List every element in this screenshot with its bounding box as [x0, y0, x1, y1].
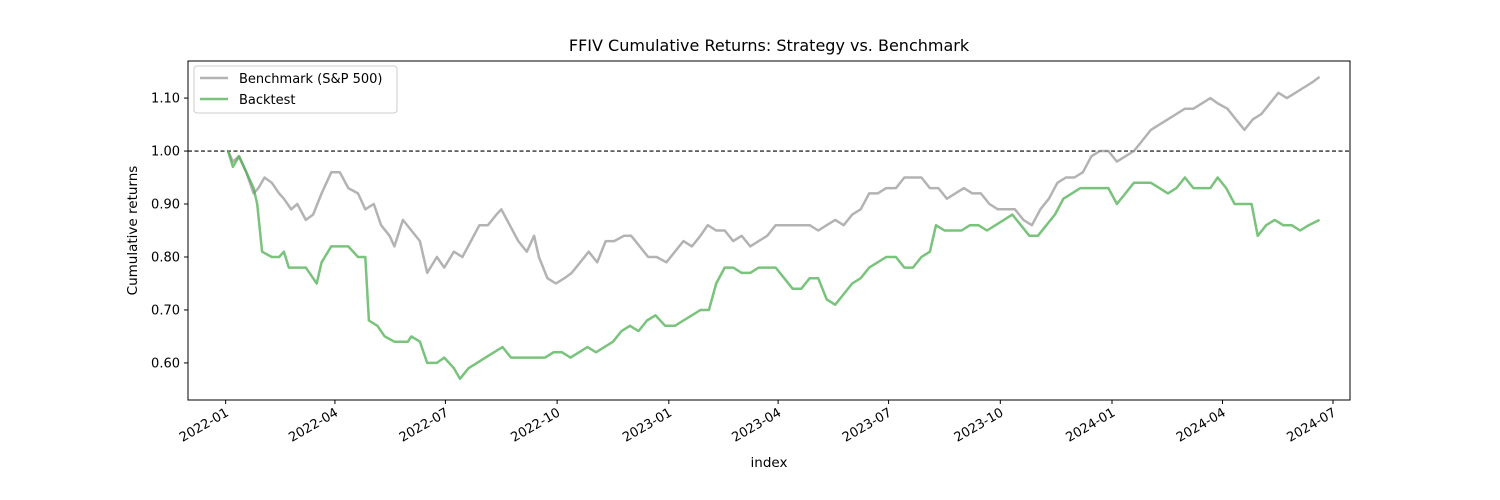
y-tick-label: 0.80 — [151, 250, 180, 265]
y-tick-label: 0.90 — [151, 198, 180, 213]
y-tick-label: 0.60 — [151, 356, 180, 371]
y-tick-label: 1.00 — [151, 145, 180, 160]
benchmark-line — [226, 75, 1321, 285]
plot-frame — [187, 60, 1351, 401]
plot-area — [188, 75, 1350, 381]
legend-label-backtest: Backtest — [239, 93, 296, 108]
legend-box — [193, 65, 398, 114]
y-axis-label: Cumulative returns — [125, 166, 141, 296]
y-tick-label: 0.70 — [151, 303, 180, 318]
legend-label-benchmark: Benchmark (S&P 500) — [239, 72, 383, 87]
chart-title: FFIV Cumulative Returns: Strategy vs. Be… — [569, 36, 970, 55]
x-axis-label: index — [751, 455, 788, 471]
backtest-line — [226, 150, 1321, 381]
y-tick-label: 1.10 — [151, 92, 180, 107]
legend: Benchmark (S&P 500) Backtest — [193, 65, 398, 114]
